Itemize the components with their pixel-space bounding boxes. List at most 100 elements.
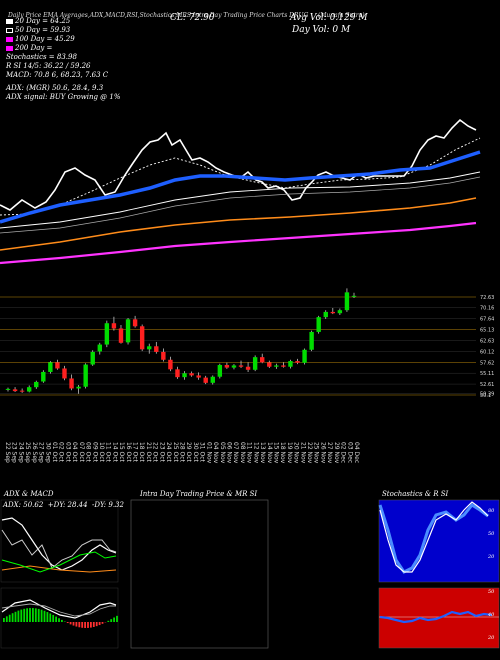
date-tick-label: 19 Nov — [286, 442, 293, 464]
rsi-tick-80: 80 — [488, 508, 495, 514]
macd-bar — [34, 608, 37, 622]
macd-bar — [20, 609, 23, 622]
candle — [97, 342, 102, 355]
date-tick-label: 02 Dec — [340, 442, 347, 463]
candle-body — [168, 359, 173, 370]
day-volume: Day Vol: 0 M — [292, 25, 351, 35]
macd-bar — [87, 622, 89, 628]
candle — [154, 341, 159, 354]
candle-body — [288, 361, 293, 367]
date-tick-label: 06 Nov — [225, 442, 232, 464]
date-tick-label: 12 Nov — [252, 442, 259, 464]
macd-bar — [95, 622, 98, 627]
price-tick-label: 55.11 — [480, 371, 494, 377]
macd-bar — [92, 622, 95, 627]
candle-body — [125, 319, 131, 343]
macd-signal-line — [1, 603, 116, 617]
candle-body — [161, 351, 166, 360]
price-tick-label: 52.61 — [480, 382, 494, 388]
candle-body — [26, 387, 32, 392]
date-tick-label: 08 Nov — [239, 442, 246, 464]
rsi-tick-50: 50 — [488, 531, 495, 537]
candle — [161, 348, 166, 362]
macd-bar — [40, 609, 43, 622]
candle — [111, 316, 117, 331]
date-tick-label: 20 Nov — [293, 442, 300, 464]
macd-bar — [29, 608, 31, 622]
macd-bar — [46, 612, 49, 622]
mrs-tick-50: 50 — [488, 589, 495, 595]
macd-bar — [116, 615, 118, 622]
candle-body — [224, 364, 230, 368]
date-tick-label: 15 Nov — [272, 442, 279, 464]
date-tick-label: 21 Oct — [145, 442, 152, 463]
date-tick-label: 04 Dec — [353, 442, 360, 463]
macd-bar — [81, 622, 84, 628]
candle — [281, 362, 286, 368]
date-tick-label: 09 Oct — [91, 442, 98, 463]
adx-panel — [0, 499, 119, 649]
date-tick-label: 25 Nov — [313, 442, 320, 464]
macd-bar — [49, 613, 52, 622]
date-tick-label: 05 Nov — [219, 442, 226, 464]
candle — [26, 385, 32, 393]
stochastics-panel — [378, 499, 500, 649]
candle — [41, 370, 46, 383]
macd-bar — [23, 608, 26, 622]
candle-body — [132, 319, 138, 327]
candle-body — [69, 378, 74, 389]
date-tick-label: 17 Oct — [132, 442, 139, 463]
rsi-tick-20: 20 — [488, 554, 495, 560]
date-tick-label: 31 Oct — [199, 442, 206, 463]
date-tick-label: 04 Nov — [212, 442, 219, 464]
macd-line — [1, 599, 117, 619]
candle — [69, 374, 74, 391]
macd-bar — [101, 622, 104, 624]
candle — [132, 315, 138, 328]
legend-200-day: 200 Day = — [6, 44, 121, 53]
macd-bar — [107, 620, 110, 622]
candle-body — [238, 365, 244, 367]
macd-bar — [26, 608, 28, 622]
date-axis: 22 Sep 23 Sep 24 Sep 25 Sep 26 Sep 27 Sep 30 S… — [4, 442, 360, 464]
legend-swatch-20 — [6, 18, 13, 24]
date-tick-label: 22 Oct — [152, 442, 159, 463]
macd-bar — [72, 622, 75, 626]
date-tick-label: 28 Oct — [179, 442, 186, 463]
date-tick-label: 25 Sep — [24, 442, 31, 463]
candle-body — [111, 323, 117, 329]
candle-body — [19, 390, 25, 392]
price-tick-label: 57.62 — [480, 360, 494, 366]
macd-bar — [78, 622, 81, 628]
candles — [5, 288, 357, 394]
date-tick-label: 10 Oct — [98, 442, 105, 463]
candle — [330, 308, 336, 315]
candle-body — [83, 364, 88, 387]
candle — [344, 288, 350, 312]
ema-100-shadow-line — [0, 176, 481, 234]
date-tick-label: 03 Oct — [64, 442, 71, 463]
candle — [267, 360, 272, 369]
candle — [203, 375, 208, 385]
panel-title-adx: ADX & MACD — [4, 490, 54, 498]
candle — [238, 360, 244, 369]
price-tick-label: 50.1 — [480, 393, 491, 399]
date-tick-label: 24 Oct — [165, 442, 172, 463]
intraday-panel — [130, 499, 269, 649]
date-tick-label: 29 Oct — [185, 442, 192, 463]
ema-250-line — [0, 221, 477, 265]
candle-body — [217, 364, 223, 377]
plus-di-line — [1, 529, 117, 569]
legend-swatch-100 — [6, 36, 13, 42]
price-tick-label: 65.13 — [480, 328, 494, 334]
date-tick-label: 16 Oct — [125, 442, 132, 463]
adx-signal: ADX signal: BUY Growing @ 1% — [6, 93, 121, 101]
candle-body — [12, 389, 18, 392]
rsi-readout: R SI 14/5: 36.22 / 59.26 — [6, 62, 91, 70]
candle — [231, 364, 237, 370]
legend-20-day: 20 Day = 64.25 — [6, 17, 121, 26]
macd-bar — [5, 616, 8, 622]
candle-body — [281, 365, 286, 367]
candle — [210, 375, 215, 385]
date-tick-label: 25 Oct — [172, 442, 179, 463]
